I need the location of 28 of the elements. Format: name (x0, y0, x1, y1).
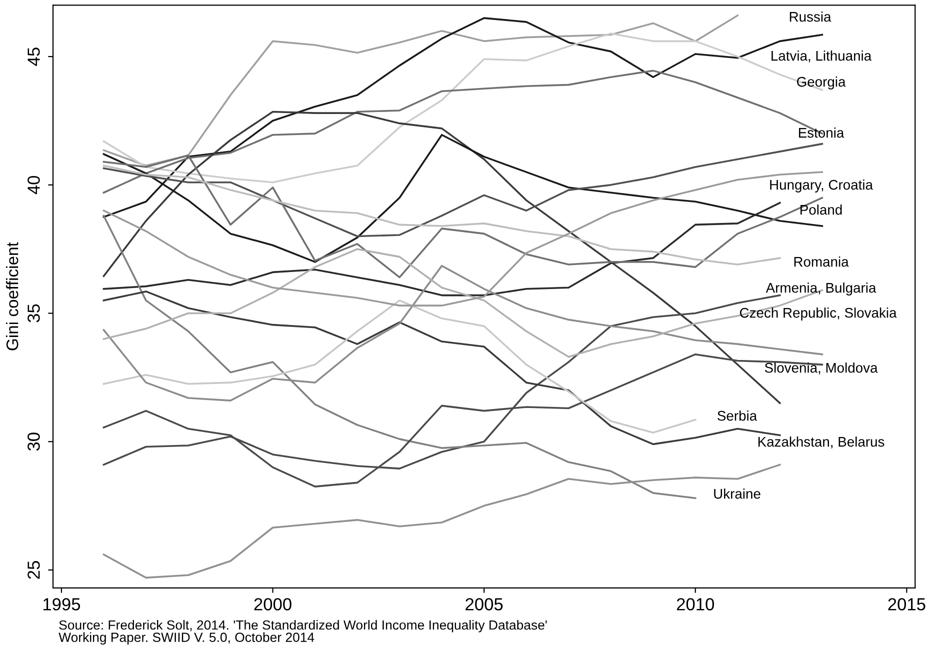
annotation: Georgia (796, 76, 846, 90)
annotation: Serbia (718, 410, 758, 421)
annotation: Estonia (798, 128, 844, 138)
x-tick-label: 2000 (254, 598, 292, 610)
line-series (102, 300, 696, 434)
annotation: Armenia, Bulgaria (766, 282, 876, 296)
x-tick-label: 2010 (676, 598, 714, 610)
annotation: Ukraine (714, 488, 760, 499)
line-series (102, 464, 781, 579)
y-tick-label: 40 (28, 176, 40, 194)
annotation: Romania (794, 256, 849, 267)
annotation: Poland (800, 204, 842, 215)
x-tick-label: 2005 (466, 598, 503, 610)
y-tick-label: 45 (28, 48, 40, 66)
y-tick-label: 25 (28, 561, 40, 579)
y-axis-title: Gini coefficient (6, 242, 18, 350)
annotation: Kazakhstan, Belarus (758, 436, 884, 448)
x-tick-label: 2015 (888, 598, 926, 610)
annotation: Slovenia, Moldova (764, 362, 878, 374)
annotation: Czech Republic, Slovakia (740, 308, 897, 320)
annotation: Hungary, Croatia (770, 180, 873, 192)
line-series (102, 14, 739, 167)
annotation: Russia (790, 12, 832, 22)
annotation: Latvia, Lithuania (772, 50, 872, 62)
y-tick-label: 30 (28, 432, 40, 451)
y-tick-label: 35 (28, 304, 40, 322)
x-tick-label: 1995 (43, 598, 80, 610)
source-note: Source: Frederick Solt, 2014. 'The Standardized World Income Inequality Database' Working Paper. SWIID V. 5.0, October 2014 (58, 620, 547, 645)
